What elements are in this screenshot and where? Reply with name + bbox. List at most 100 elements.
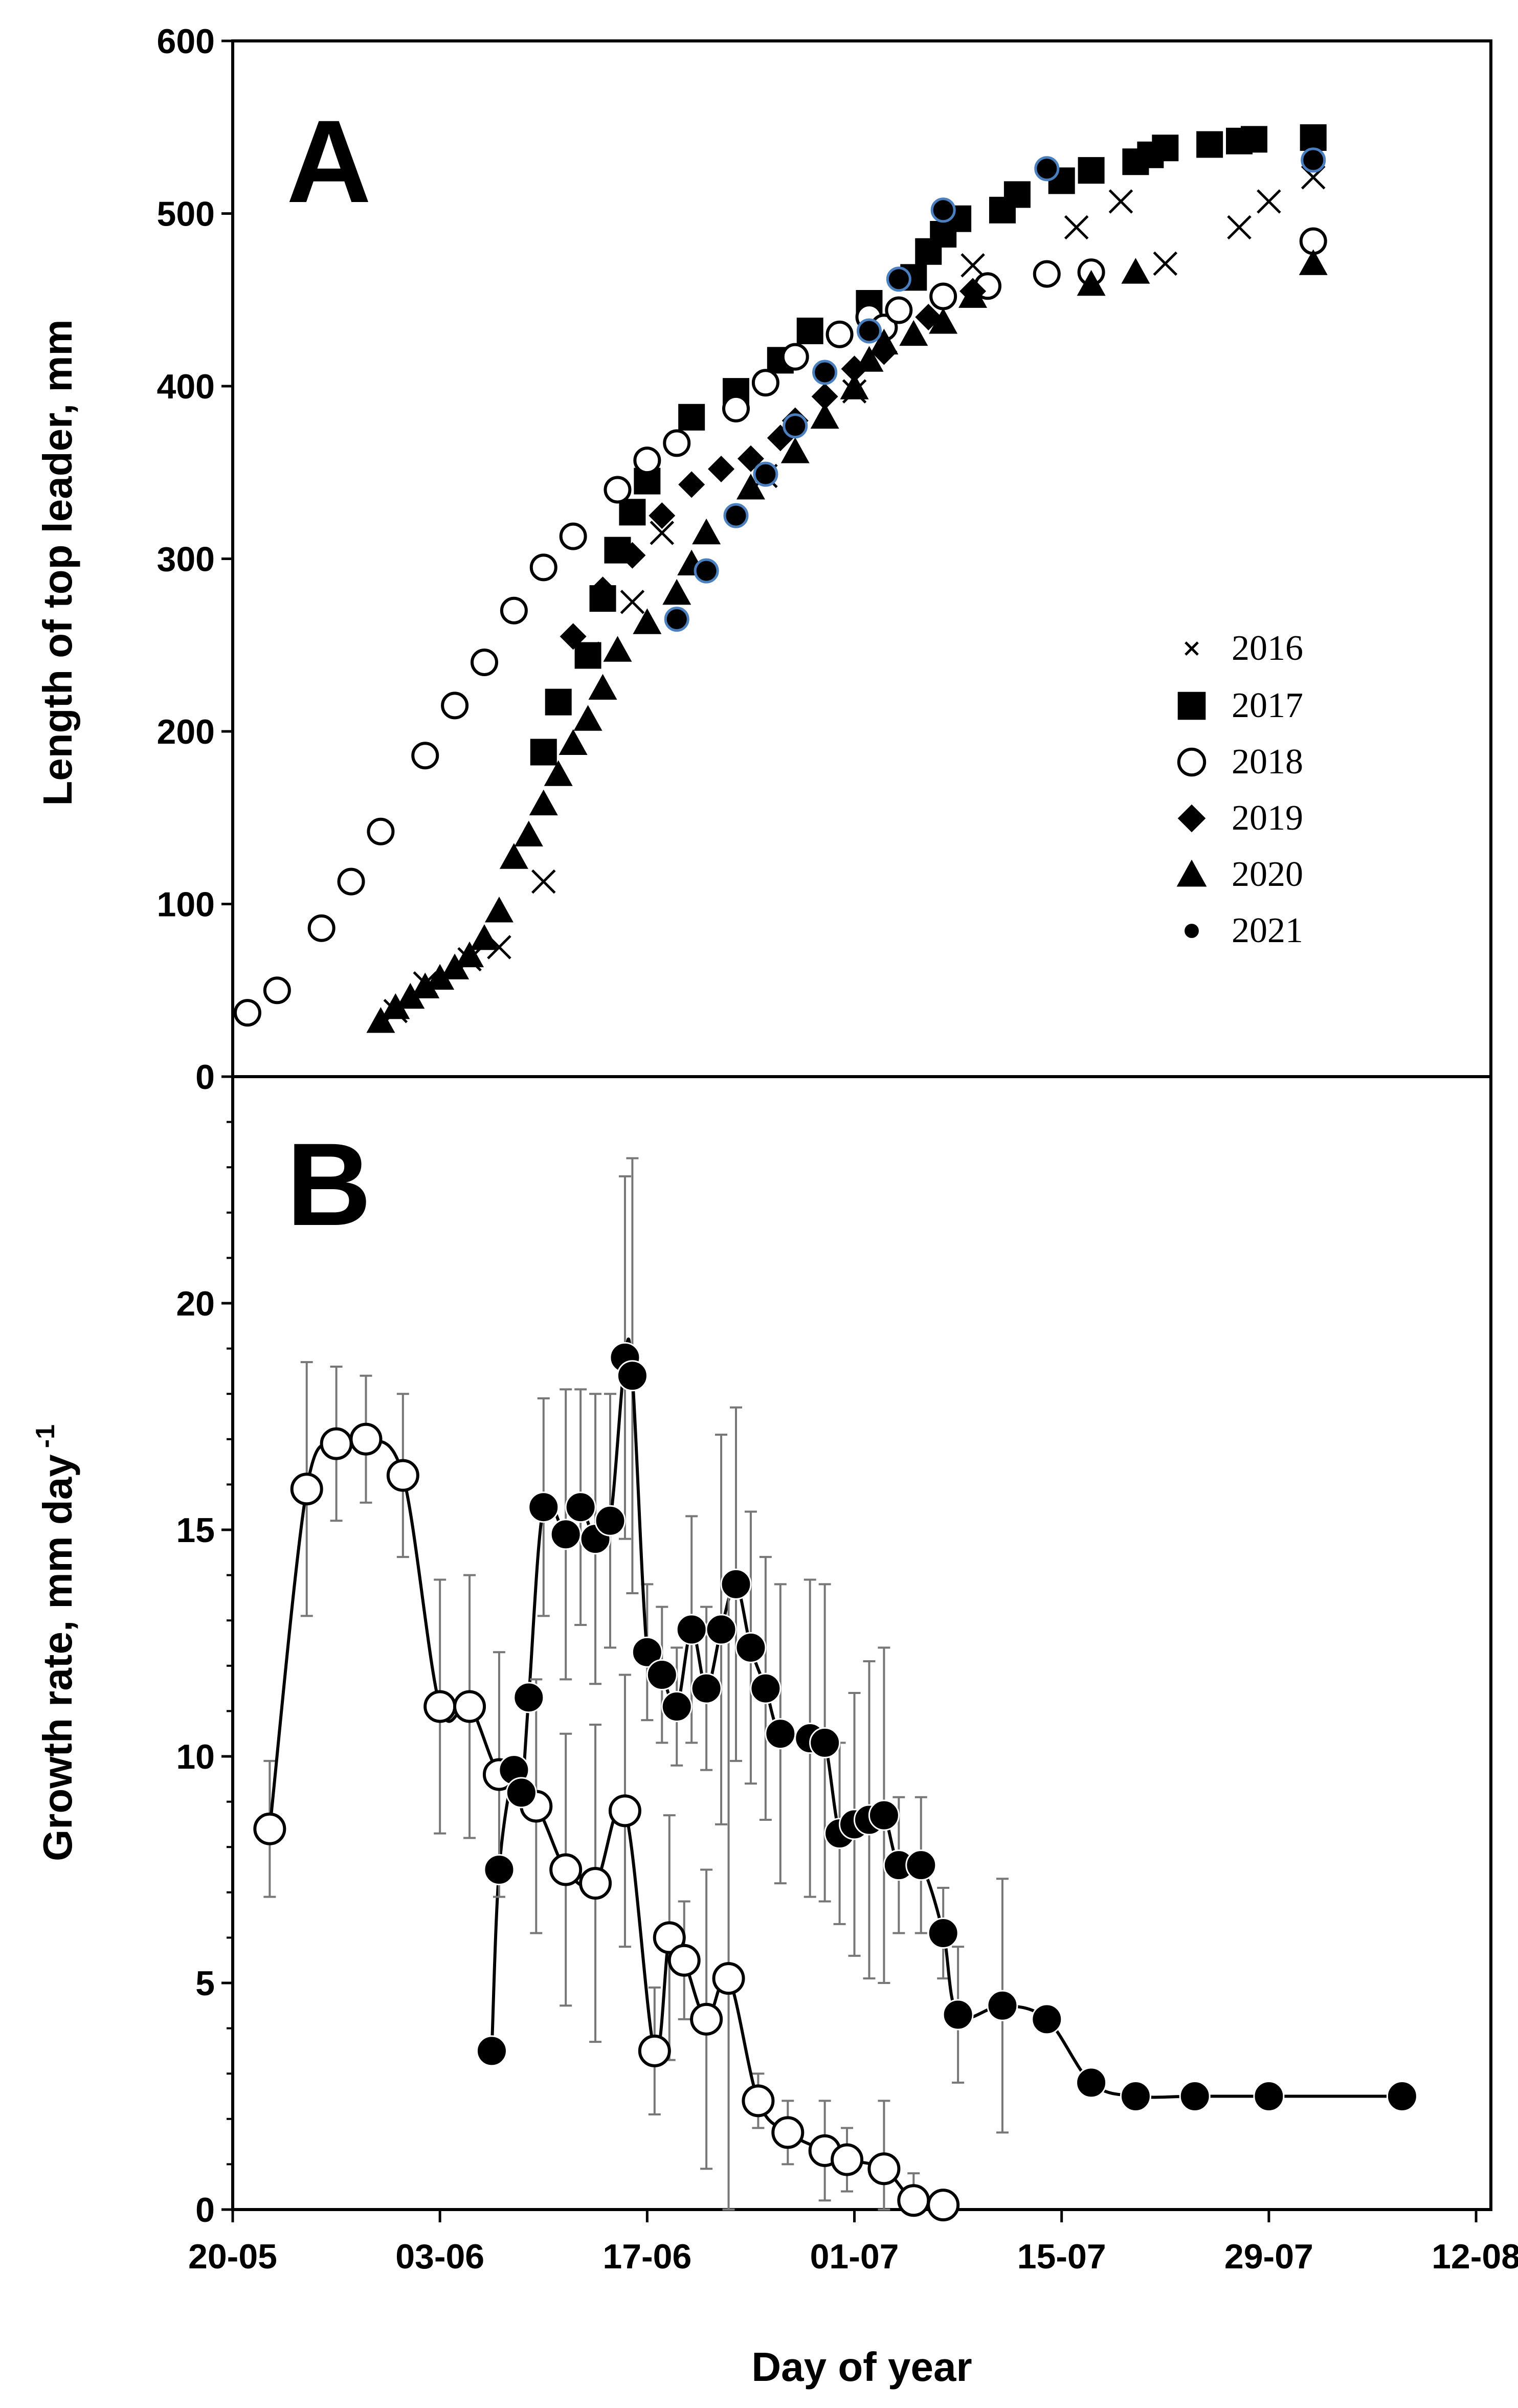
point-2020 bbox=[484, 897, 514, 923]
point-2017 bbox=[796, 318, 823, 344]
point-open bbox=[290, 1473, 323, 1506]
point-2016-stroke bbox=[650, 521, 675, 545]
point-2018 bbox=[471, 649, 498, 676]
legend-label-2021: 2021 bbox=[1232, 911, 1303, 950]
point-2021 bbox=[1301, 147, 1326, 173]
point-2020 bbox=[588, 674, 617, 700]
point-filled bbox=[1031, 2003, 1063, 2035]
panel-b-frame bbox=[231, 1075, 1492, 2211]
point-2020 bbox=[603, 636, 632, 662]
point-filled bbox=[1179, 2081, 1211, 2112]
x-axis-title: Day of year bbox=[751, 2344, 972, 2390]
point-2018 bbox=[604, 476, 632, 504]
point-filled bbox=[1120, 2081, 1151, 2112]
point-2020 bbox=[855, 346, 884, 372]
point-open bbox=[349, 1422, 383, 1456]
point-filled bbox=[690, 1673, 722, 1704]
point-2016-stroke bbox=[620, 590, 645, 614]
panel-b-x-ticks: 20-05 03-06 17-06 01-07 15-07 29-07 12-08 bbox=[188, 2210, 1518, 2276]
point-2018 bbox=[233, 999, 261, 1027]
point-2016 bbox=[1227, 215, 1252, 240]
point-2018 bbox=[307, 914, 336, 942]
point-2017 bbox=[1240, 126, 1267, 153]
panel-a-y-axis-title: Length of top leader, mm bbox=[35, 319, 80, 806]
point-filled bbox=[646, 1659, 678, 1691]
legend-symbols bbox=[1176, 641, 1207, 940]
point-open bbox=[253, 1812, 286, 1845]
point-2020 bbox=[958, 282, 988, 308]
point-filled bbox=[616, 1360, 648, 1392]
point-filled bbox=[505, 1777, 537, 1809]
point-2016 bbox=[1064, 215, 1089, 240]
point-2017 bbox=[678, 404, 705, 431]
point-open bbox=[579, 1867, 612, 1900]
point-filled bbox=[476, 2035, 507, 2067]
point-open bbox=[742, 2084, 775, 2117]
point-2016-stroke bbox=[1108, 189, 1133, 214]
point-2019 bbox=[560, 623, 587, 650]
point-open bbox=[320, 1427, 353, 1460]
legend-symbol-2020 bbox=[1176, 859, 1207, 887]
point-filled bbox=[720, 1568, 752, 1600]
point-filled bbox=[705, 1614, 737, 1645]
point-2020 bbox=[529, 789, 558, 816]
point-filled bbox=[809, 1727, 841, 1758]
point-2016-stroke bbox=[487, 935, 511, 960]
point-2019 bbox=[619, 542, 646, 569]
point-2019 bbox=[811, 383, 838, 410]
point-2018 bbox=[885, 296, 913, 324]
point-open bbox=[897, 2184, 930, 2217]
point-filled bbox=[631, 1636, 663, 1668]
point-2020 bbox=[633, 608, 662, 634]
point-open bbox=[423, 1690, 457, 1723]
point-open bbox=[712, 1962, 745, 1995]
panel-b-y-tick-label: 10 bbox=[176, 1737, 215, 1776]
panel-a-y-tick-label: 500 bbox=[157, 195, 215, 234]
panel-b-y-axis-title: Growth rate, mm day -1 bbox=[31, 1424, 80, 1861]
point-2021 bbox=[753, 461, 778, 487]
point-2018 bbox=[663, 429, 691, 457]
point-filled bbox=[513, 1682, 545, 1713]
point-2017 bbox=[530, 739, 557, 766]
point-open bbox=[667, 1944, 701, 1977]
point-filled bbox=[528, 1491, 560, 1523]
point-2017 bbox=[1152, 135, 1179, 162]
panel-b-y-tick-label: 15 bbox=[176, 1511, 215, 1550]
point-2020 bbox=[1121, 258, 1150, 284]
point-2016-stroke bbox=[961, 253, 985, 278]
point-filled bbox=[735, 1632, 767, 1663]
legend-symbol-2016-stroke bbox=[1185, 641, 1199, 656]
x-tick-label: 01-07 bbox=[810, 2237, 899, 2276]
point-2020 bbox=[840, 373, 869, 399]
point-2020 bbox=[780, 437, 810, 463]
point-2020 bbox=[499, 843, 528, 869]
point-2021 bbox=[812, 360, 838, 385]
point-filled bbox=[927, 1918, 959, 1949]
panel-a-y-ticks: 0 100 200 300 400 500 600 bbox=[157, 22, 233, 1097]
point-2016 bbox=[531, 869, 556, 894]
point-2018 bbox=[751, 369, 779, 397]
point-2016-stroke bbox=[1153, 251, 1178, 276]
legend-label-2019: 2019 bbox=[1232, 798, 1303, 838]
point-2021 bbox=[1034, 156, 1060, 182]
point-2020 bbox=[573, 705, 602, 731]
point-2020 bbox=[470, 924, 499, 950]
x-tick-label: 20-05 bbox=[188, 2237, 277, 2276]
point-2018 bbox=[441, 692, 469, 720]
point-2016 bbox=[1257, 189, 1281, 214]
panel-a: 0 100 200 300 400 500 600 A Length of top lead… bbox=[35, 22, 1492, 1097]
point-2020 bbox=[1077, 270, 1106, 296]
point-filled bbox=[661, 1691, 693, 1723]
point-filled bbox=[594, 1505, 626, 1536]
point-2017 bbox=[619, 499, 646, 526]
legend-symbol-2016 bbox=[1185, 641, 1199, 656]
panel-a-marks bbox=[233, 124, 1328, 1033]
point-filled bbox=[550, 1519, 582, 1550]
panel-b-y-tick-label: 20 bbox=[176, 1284, 215, 1323]
panel-b-y-axis-title-main: Growth rate, mm day bbox=[35, 1454, 80, 1861]
panel-a-y-tick-label: 300 bbox=[157, 540, 215, 579]
point-2019 bbox=[708, 456, 735, 482]
point-2016 bbox=[1153, 251, 1178, 276]
point-filled bbox=[750, 1673, 782, 1704]
legend-symbol-2018 bbox=[1177, 747, 1207, 777]
